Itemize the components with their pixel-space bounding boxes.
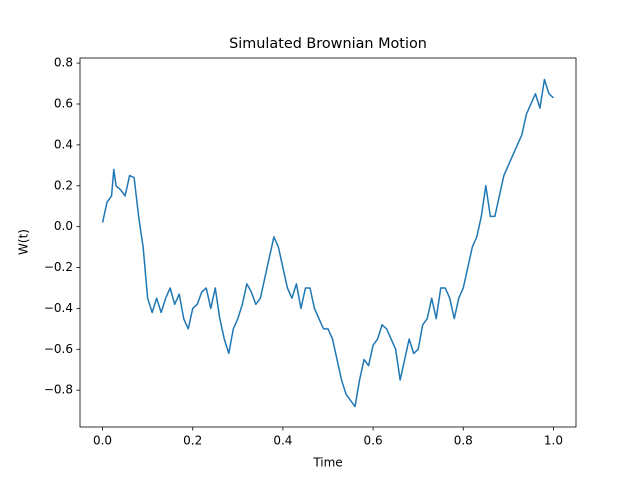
y-tick-label: 0.2 [54,178,73,192]
x-tick-label: 0.4 [273,434,292,448]
data-line [101,78,554,408]
x-tick-label: 0.0 [93,434,112,448]
y-tick-label: −0.2 [44,260,73,274]
y-tick-label: 0.6 [54,96,73,110]
y-tick-label: 0.0 [54,219,73,233]
chart-title: Simulated Brownian Motion [229,36,427,52]
plot-frame [79,57,577,428]
x-tick-label: 0.2 [183,434,202,448]
x-axis-label: Time [312,456,342,470]
x-tick-label: 1.0 [544,434,563,448]
y-axis-label: W(t) [17,229,31,255]
x-tick-label: 0.8 [454,434,473,448]
y-tick-label: −0.8 [44,383,73,397]
y-tick-label: −0.6 [44,342,73,356]
y-tick-label: −0.4 [44,301,73,315]
y-tick-label: 0.4 [54,137,73,151]
y-tick-label: 0.8 [54,56,73,70]
x-tick-label: 0.6 [364,434,383,448]
